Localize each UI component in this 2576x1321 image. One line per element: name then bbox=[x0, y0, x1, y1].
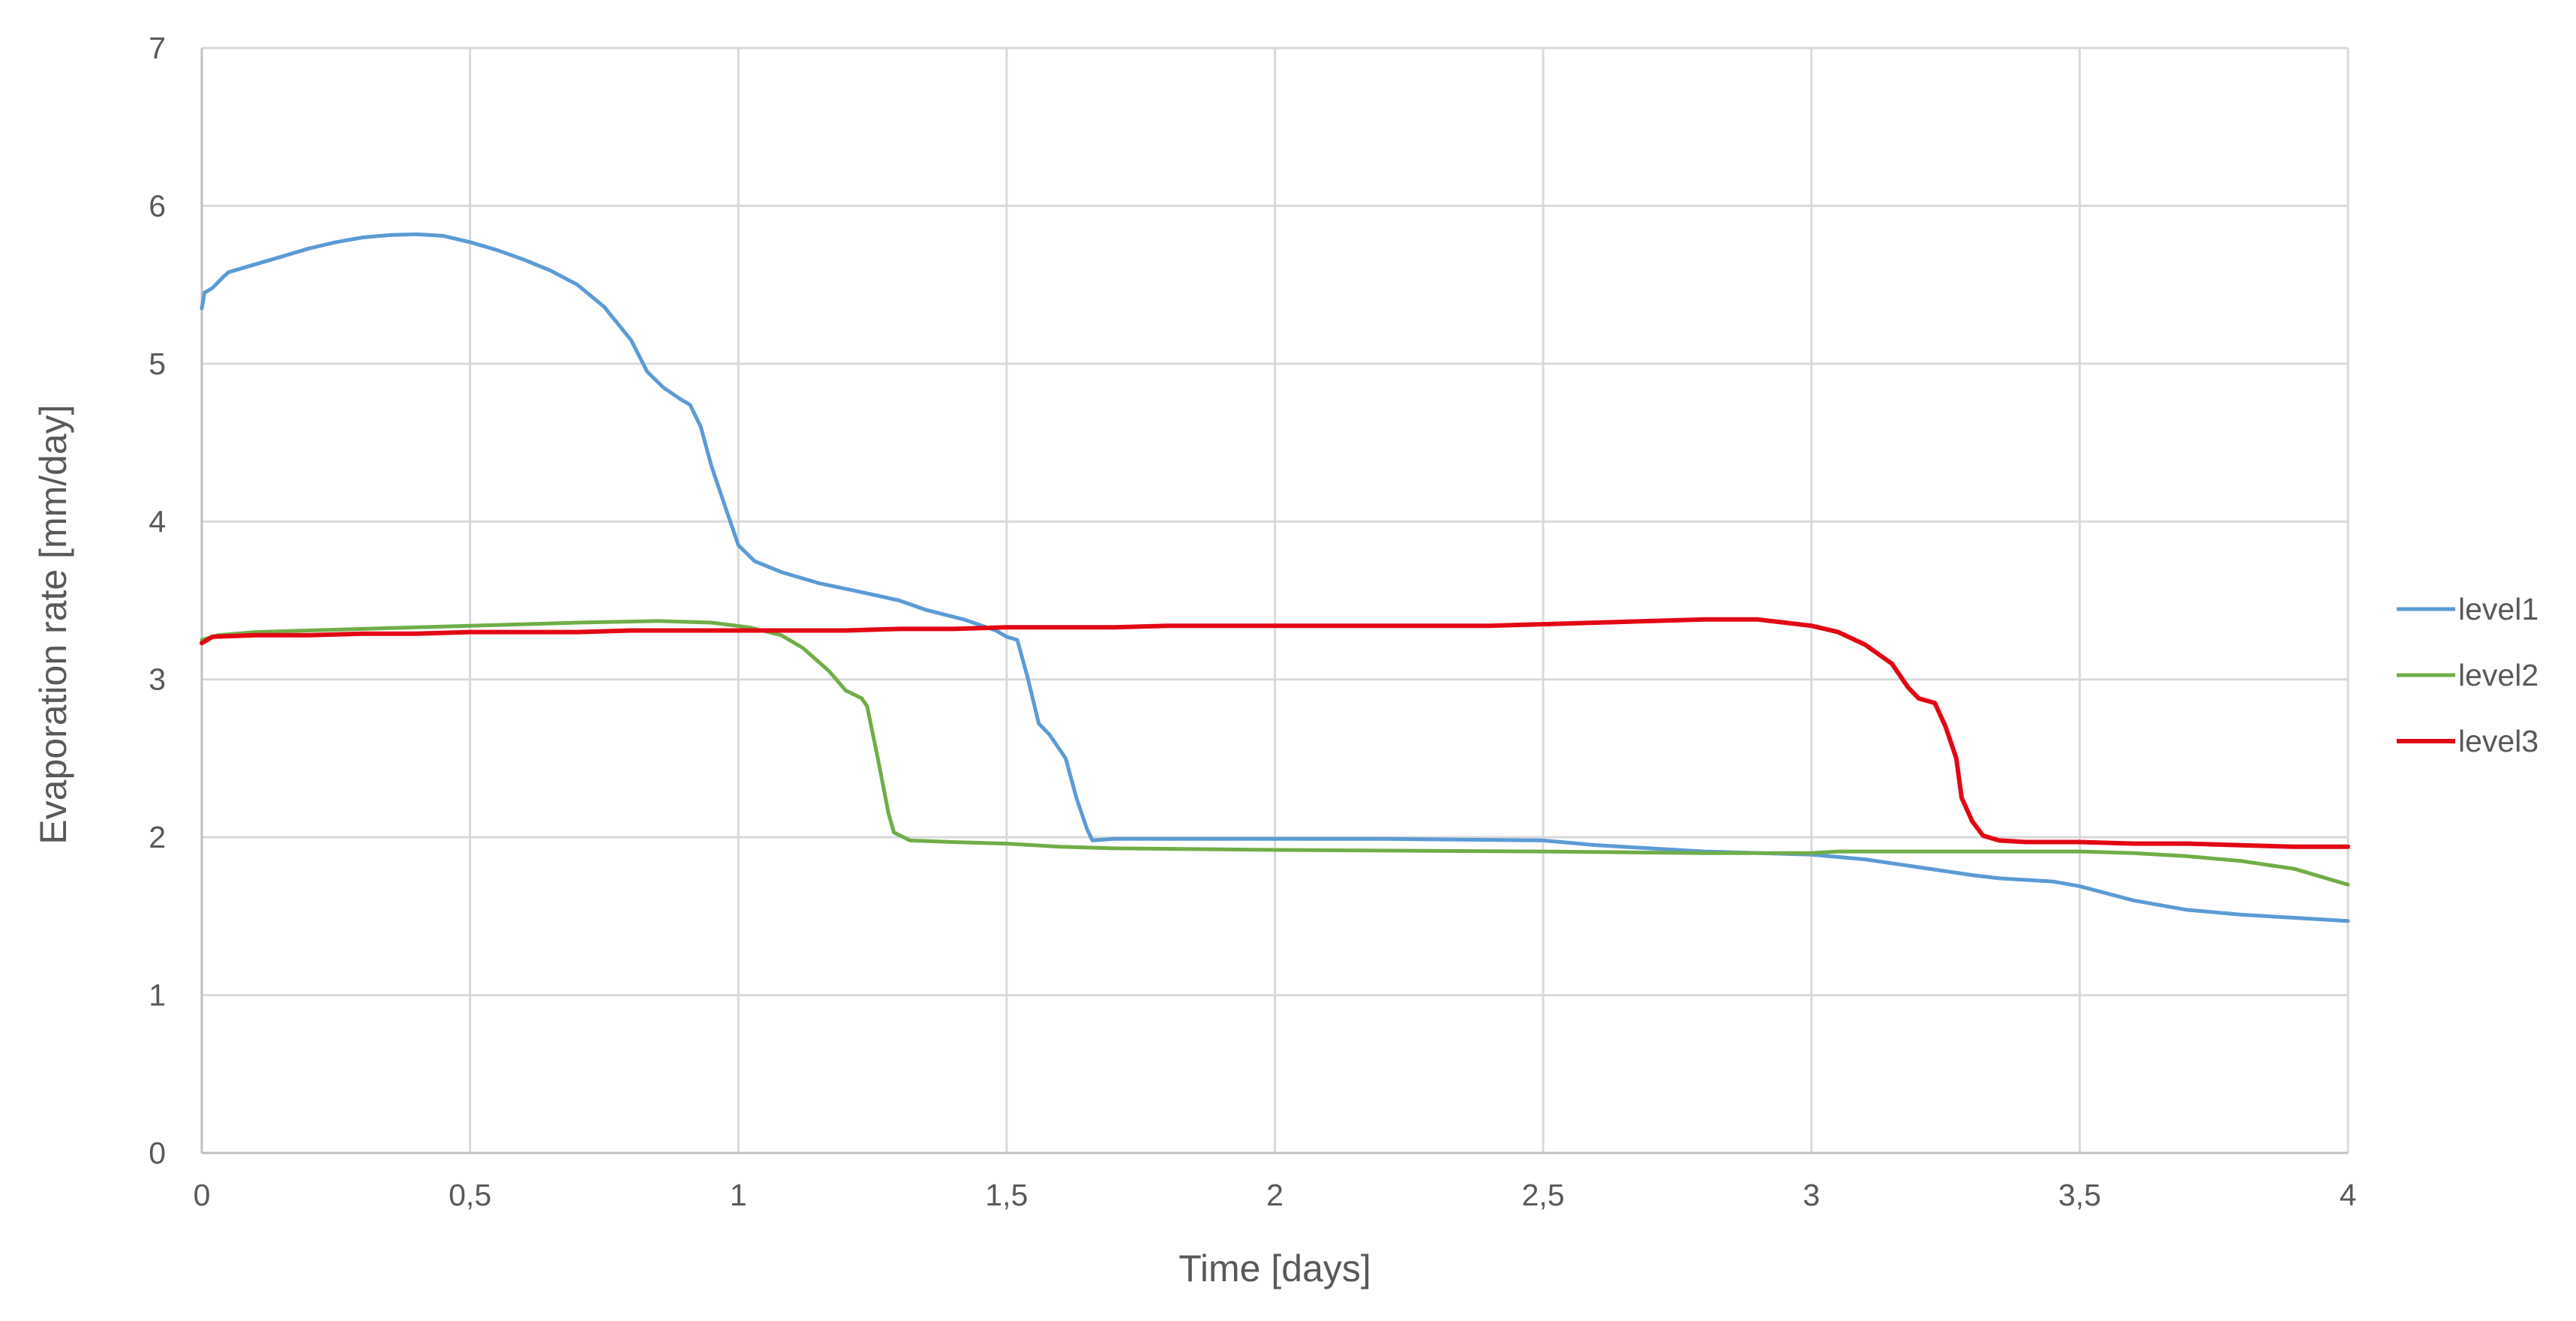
x-tick-label: 0 bbox=[194, 1178, 211, 1212]
y-tick-label: 5 bbox=[149, 347, 166, 381]
y-tick-label: 0 bbox=[149, 1136, 166, 1170]
series-lines bbox=[200, 232, 2350, 923]
x-tick-label: 2 bbox=[1266, 1178, 1283, 1212]
series-line-level3 bbox=[200, 617, 2350, 849]
x-tick-label: 1 bbox=[730, 1178, 747, 1212]
legend-item-level1: level1 bbox=[2397, 592, 2538, 626]
y-axis-title: Evaporation rate [mm/day] bbox=[32, 404, 74, 844]
x-axis-title: Time [days] bbox=[1178, 1247, 1371, 1289]
y-tick-label: 7 bbox=[149, 31, 166, 65]
series-line-level1 bbox=[200, 232, 2350, 923]
x-tick-label: 3 bbox=[1803, 1178, 1820, 1212]
y-tick-label: 1 bbox=[149, 978, 166, 1013]
y-tick-label: 6 bbox=[149, 188, 166, 223]
y-tick-label: 4 bbox=[149, 504, 166, 539]
tick-labels: 0 1 2 3 4 5 6 7 0 0,5 1 1,5 2 2,5 3 3,5 4 bbox=[149, 31, 2356, 1212]
legend-label: level2 bbox=[2458, 658, 2538, 692]
series-line-level2 bbox=[200, 619, 2350, 887]
x-tick-label: 3,5 bbox=[2058, 1178, 2101, 1212]
y-tick-label: 2 bbox=[149, 820, 166, 854]
grid bbox=[202, 47, 2349, 1153]
x-tick-label: 0,5 bbox=[449, 1178, 491, 1212]
x-tick-label: 2,5 bbox=[1522, 1178, 1565, 1212]
y-tick-label: 3 bbox=[149, 662, 166, 697]
legend-item-level3: level3 bbox=[2397, 724, 2538, 758]
legend: level1 level2 level3 bbox=[2397, 592, 2538, 758]
axes bbox=[200, 48, 2348, 1154]
legend-label: level1 bbox=[2458, 592, 2538, 626]
legend-item-level2: level2 bbox=[2397, 658, 2538, 692]
x-tick-label: 1,5 bbox=[985, 1178, 1028, 1212]
legend-label: level3 bbox=[2458, 724, 2538, 758]
x-tick-label: 4 bbox=[2340, 1178, 2357, 1212]
